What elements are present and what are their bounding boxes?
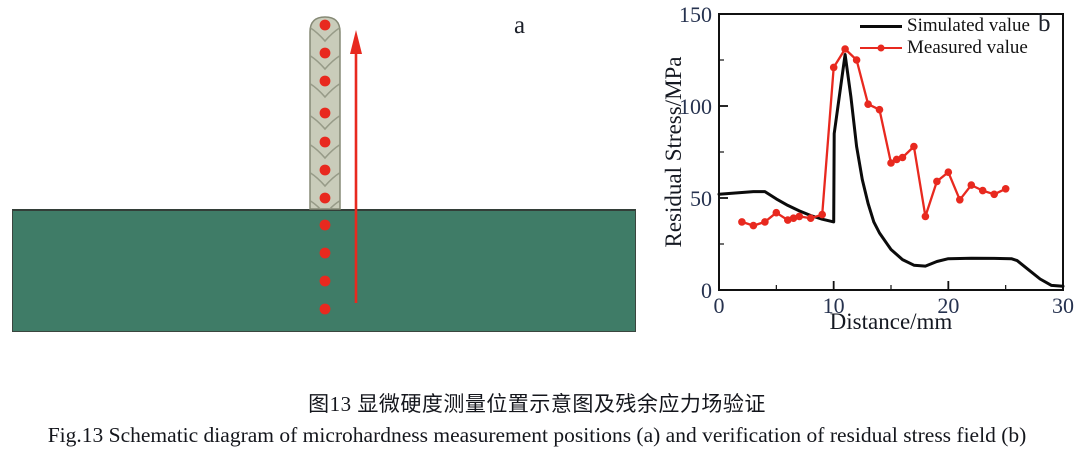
data-point-marker (978, 186, 987, 195)
data-point-marker (795, 212, 804, 221)
tick-label: 10 (823, 293, 845, 318)
panel-b-label: b (1038, 10, 1051, 37)
layer-boundary-line (310, 115, 340, 131)
tick-label: 50 (690, 186, 712, 211)
data-point-marker (749, 221, 758, 230)
layer-boundary-line (310, 83, 340, 99)
data-point-marker (898, 153, 907, 162)
data-point-marker (933, 177, 941, 186)
caption-english: Fig.13 Schematic diagram of microhardnes… (47, 423, 1027, 447)
panel-a-label: a (514, 12, 526, 39)
data-point-marker (738, 218, 746, 226)
data-point-marker (956, 196, 964, 204)
measurement-dot (319, 75, 331, 87)
residual-stress-chart: 0 10 20 30 0 50 100 150 (679, 2, 1074, 318)
legend-label-measured: Measured value (907, 37, 1028, 58)
upward-direction-arrow (350, 30, 362, 303)
measurement-dot (319, 107, 331, 119)
tick-label: 0 (714, 293, 725, 318)
layer-boundary-line (310, 200, 340, 209)
data-point-marker (887, 159, 895, 167)
measurement-point-dots (319, 19, 331, 315)
legend-item-measured: Measured value (860, 37, 1030, 59)
chart-legend: Simulated value Measured value (860, 15, 1030, 59)
measurement-dot (319, 303, 331, 315)
data-point-marker (967, 181, 976, 189)
data-point-marker (806, 214, 815, 222)
tick-label: 0 (701, 278, 712, 303)
data-point-marker (1001, 185, 1010, 193)
data-point-marker (772, 208, 781, 217)
y-axis-title: Residual Stress/MPa (661, 56, 686, 248)
data-point-marker (789, 214, 798, 222)
measurement-dot (319, 247, 331, 259)
data-point-marker (784, 216, 792, 224)
data-point-marker (864, 100, 872, 108)
data-point-marker (892, 155, 901, 164)
measurement-dot (319, 164, 331, 176)
tick-label: 30 (1052, 293, 1074, 318)
data-point-marker (921, 212, 930, 221)
tick-label: 150 (679, 2, 712, 27)
layer-boundary-line (310, 172, 340, 188)
data-point-marker (990, 190, 998, 199)
tick-label: 100 (679, 94, 712, 119)
weld-layer-lines (310, 27, 340, 209)
measurement-dot (319, 275, 331, 287)
caption-chinese: 图13 显微硬度测量位置示意图及残余应力场验证 (308, 392, 766, 416)
series-line (740, 47, 1007, 227)
series-simulated-value (717, 53, 1065, 288)
layer-boundary-line (310, 144, 340, 160)
series-measured-value (738, 45, 1010, 230)
measurement-dot (319, 192, 331, 204)
data-point-marker (761, 218, 769, 226)
tick-label: 20 (937, 293, 959, 318)
data-point-marker (944, 168, 953, 176)
data-point-marker (910, 142, 918, 151)
layer-boundary-line (310, 55, 340, 71)
x-axis-title: Distance/mm (829, 309, 953, 334)
legend-item-simulated: Simulated value (860, 15, 1030, 37)
data-point-marker (818, 210, 826, 219)
data-point-marker (852, 56, 861, 64)
data-point-marker (829, 63, 838, 72)
deposited-wall-schematic (309, 16, 362, 315)
layer-boundary-line (310, 27, 340, 43)
measurement-dot (319, 219, 331, 231)
measured-line-swatch (860, 44, 902, 52)
measurement-dot (319, 47, 331, 59)
series-line (717, 53, 1065, 288)
legend-label-simulated: Simulated value (907, 15, 1030, 36)
data-point-marker (841, 45, 849, 53)
simulated-line-swatch (860, 24, 902, 28)
data-point-marker (875, 105, 884, 114)
measurement-dot (319, 19, 331, 31)
measurement-dot (319, 136, 331, 148)
